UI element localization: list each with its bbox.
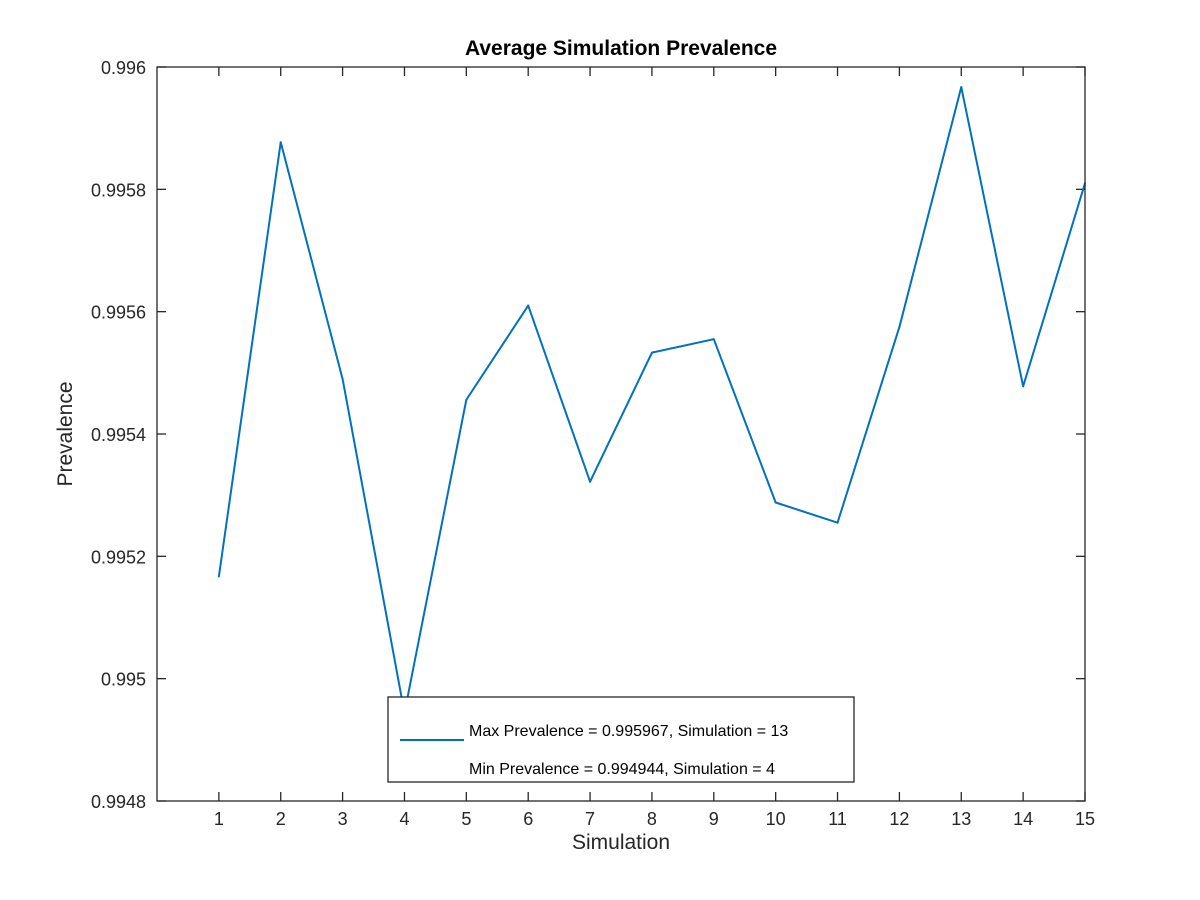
x-tick-label: 9 [709,809,719,829]
data-point-sim-12 [898,325,901,328]
y-axis-title: Prevalence [54,381,77,486]
x-tick-label: 4 [399,809,409,829]
data-point-sim-8 [650,351,653,354]
x-tick-label: 3 [338,809,348,829]
x-tick-label: 14 [1013,809,1033,829]
y-tick-label: 0.9954 [91,425,146,445]
legend-entry-min: Min Prevalence = 0.994944, Simulation = … [469,761,775,778]
data-point-sim-9 [712,338,715,341]
data-point-sim-13 [960,86,963,89]
legend-entry-max: Max Prevalence = 0.995967, Simulation = … [469,723,788,740]
x-tick-label: 2 [276,809,286,829]
y-tick-label: 0.9956 [91,303,146,323]
y-tick-label: 0.9958 [91,180,146,200]
x-tick-label: 8 [647,809,657,829]
legend-box [387,696,855,783]
x-tick-label: 5 [461,809,471,829]
y-tick-label: 0.996 [101,58,146,78]
x-tick-label: 7 [585,809,595,829]
x-axis-title: Simulation [572,831,670,854]
chart-title: Average Simulation Prevalence [465,37,777,60]
x-tick-label: 15 [1075,809,1095,829]
ticks-layer [157,66,1086,802]
y-tick-label: 0.9952 [91,547,146,567]
data-point-sim-14 [1022,385,1025,388]
data-point-sim-3 [341,377,344,380]
plot-area-frame [156,66,1086,802]
x-tick-label: 11 [828,809,847,829]
legend: Max Prevalence = 0.995967, Simulation = … [387,696,855,783]
data-point-sim-7 [589,480,592,483]
data-point-sim-1 [217,575,220,578]
data-point-sim-10 [774,501,777,504]
data-point-sim-2 [279,141,282,144]
data-point-sim-5 [465,398,468,401]
tick-labels-layer: 1 2 3 4 5 6 7 8 9 10 11 12 13 14 150.99480.9950.99520.… [91,58,1095,829]
x-tick-label: 1 [214,809,224,829]
y-tick-label: 0.995 [101,670,146,690]
x-tick-label: 13 [951,809,971,829]
y-tick-label: 0.9948 [91,792,146,812]
data-point-sim-6 [527,304,530,307]
x-tick-label: 6 [523,809,533,829]
x-tick-label: 12 [889,809,909,829]
x-tick-label: 10 [766,809,786,829]
data-point-sim-11 [836,521,839,524]
plot-background [157,67,1085,801]
